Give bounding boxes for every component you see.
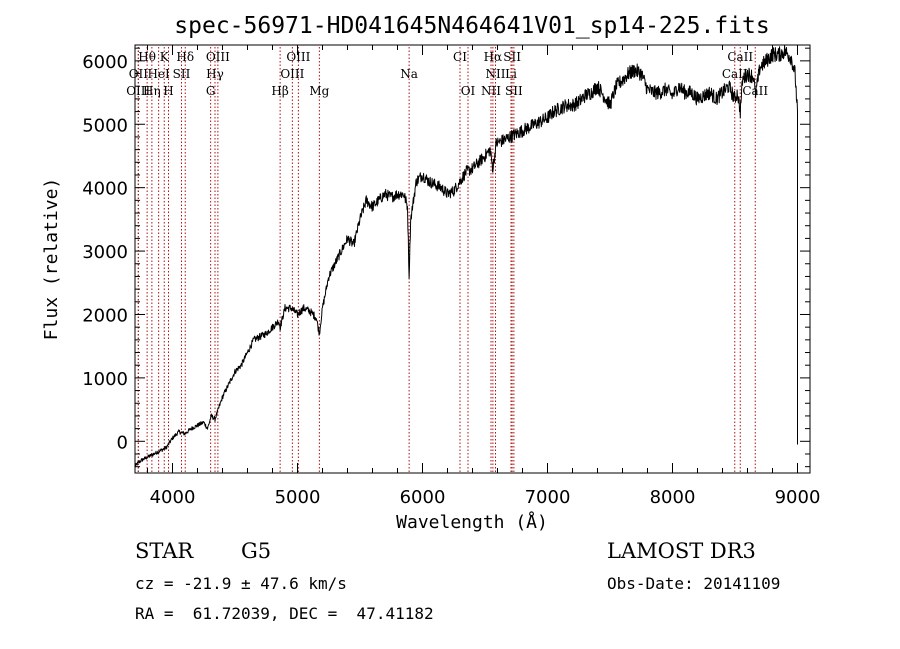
- spectral-line-label: OIII: [280, 67, 304, 81]
- spectral-class: G5: [241, 539, 272, 563]
- redshift-readout: cz = -21.9 ± 47.6 km/s: [135, 574, 347, 593]
- y-tick-label: 6000: [82, 52, 128, 73]
- spectral-line-label: Hδ: [176, 50, 194, 64]
- obs-date: Obs-Date: 20141109: [607, 574, 781, 593]
- plot-frame: [134, 44, 811, 474]
- y-tick-label: 5000: [82, 115, 128, 136]
- spectral-line-label: CaII: [722, 67, 748, 81]
- spectral-line-label: Na: [400, 67, 418, 81]
- spectral-line-label: OIII: [286, 50, 310, 64]
- spectral-line-label: CaII: [727, 50, 753, 64]
- y-tick-label: 0: [117, 432, 128, 453]
- spectral-line-label: Hα: [484, 50, 503, 64]
- y-tick-label: 3000: [82, 242, 128, 263]
- spectral-line-label: SII: [505, 84, 523, 98]
- spectral-line-label: NII: [481, 84, 501, 98]
- x-tick-label: 9000: [775, 487, 821, 508]
- y-axis-ticks: 0 1000 2000 3000 4000 5000 6000: [82, 47, 810, 468]
- x-tick-label: 5000: [275, 487, 321, 508]
- spectral-line-label: HeI: [147, 67, 170, 81]
- spectral-line-label: Hθ: [138, 50, 156, 64]
- spectral-line-label: OIII: [206, 50, 230, 64]
- spectral-line-label: Hγ: [206, 67, 224, 81]
- x-axis-label: Wavelength (Å): [396, 511, 548, 533]
- y-tick-label: 2000: [82, 305, 128, 326]
- chart-title: spec-56971-HD041645N464641V01_sp14-225.f…: [174, 13, 769, 39]
- spectral-line-markers: [137, 47, 756, 473]
- survey-label: LAMOST DR3: [607, 539, 756, 563]
- spectral-line-label: OI: [461, 84, 476, 98]
- spectral-line-label: NII: [486, 67, 506, 81]
- y-tick-label: 1000: [82, 369, 128, 390]
- object-type: STAR: [135, 539, 194, 563]
- spectrum-series: [134, 45, 798, 468]
- spectral-line-label: Hβ: [271, 84, 288, 98]
- spectral-line-label: Hη: [143, 84, 161, 98]
- x-tick-label: 8000: [650, 487, 696, 508]
- spectrum-line: [134, 45, 798, 468]
- coordinates: RA = 61.72039, DEC = 47.41182: [135, 604, 434, 623]
- spectral-line-label: SII: [173, 67, 191, 81]
- y-axis-label: Flux (relative): [41, 178, 62, 341]
- x-tick-label: 7000: [525, 487, 571, 508]
- spectral-line-label: K: [160, 50, 170, 64]
- spectral-line-label: CI: [453, 50, 467, 64]
- spectral-line-label: OIII: [126, 84, 150, 98]
- spectral-line-label: Mg: [309, 84, 329, 98]
- spectral-line-label: Li: [505, 67, 517, 81]
- spectral-line-label: G: [206, 84, 216, 98]
- x-tick-label: 6000: [400, 487, 446, 508]
- y-tick-label: 4000: [82, 179, 128, 200]
- x-tick-label: 4000: [150, 487, 196, 508]
- spectral-line-label: H: [163, 84, 173, 98]
- spectral-line-label: SII: [503, 50, 521, 64]
- x-axis-ticks: 4000 5000 6000 7000 8000 9000: [147, 45, 821, 508]
